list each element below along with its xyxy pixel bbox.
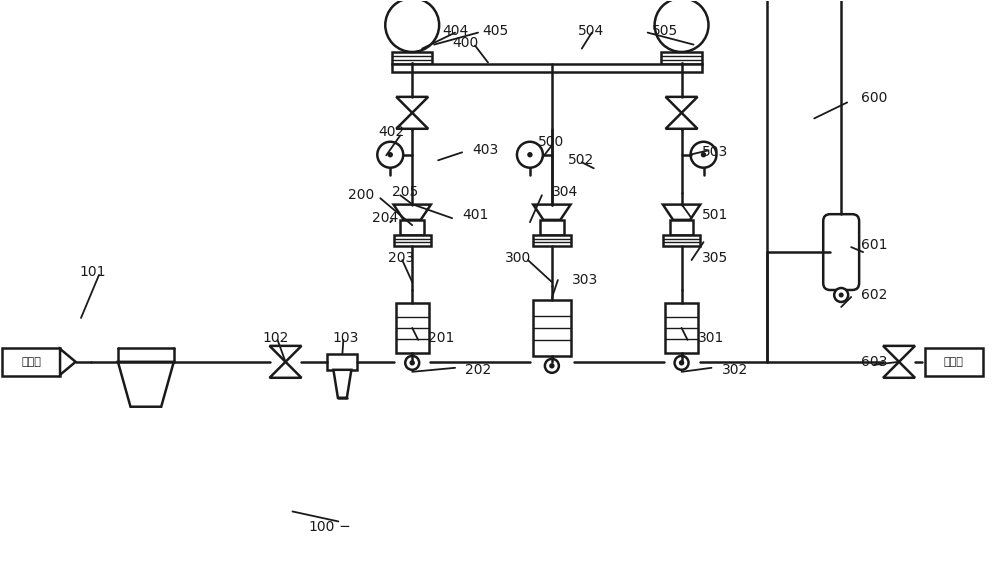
Circle shape xyxy=(839,293,843,297)
Circle shape xyxy=(691,142,716,168)
Text: 出药端: 出药端 xyxy=(944,357,964,367)
Bar xyxy=(392,52,432,64)
Polygon shape xyxy=(394,205,431,220)
Text: 100: 100 xyxy=(308,520,335,534)
Text: 300: 300 xyxy=(505,251,531,265)
Circle shape xyxy=(388,153,392,157)
Polygon shape xyxy=(663,205,700,220)
Circle shape xyxy=(680,361,684,365)
Text: 504: 504 xyxy=(578,24,604,38)
Polygon shape xyxy=(666,97,698,113)
Circle shape xyxy=(405,356,419,370)
Text: 502: 502 xyxy=(568,153,594,167)
Bar xyxy=(400,220,424,235)
Text: 601: 601 xyxy=(861,238,888,252)
Circle shape xyxy=(410,361,414,365)
FancyBboxPatch shape xyxy=(823,214,859,290)
Bar xyxy=(925,348,983,376)
Text: 503: 503 xyxy=(702,146,728,160)
Text: 403: 403 xyxy=(472,143,498,157)
Bar xyxy=(396,303,429,353)
Bar xyxy=(2,348,60,376)
Circle shape xyxy=(377,142,403,168)
Text: 405: 405 xyxy=(482,24,508,38)
Text: 301: 301 xyxy=(698,331,724,345)
Bar xyxy=(533,235,571,246)
Text: 303: 303 xyxy=(572,273,598,287)
Text: 304: 304 xyxy=(552,185,578,200)
Text: 602: 602 xyxy=(861,288,888,302)
Circle shape xyxy=(517,142,543,168)
Polygon shape xyxy=(883,346,915,362)
Text: 305: 305 xyxy=(702,251,728,265)
Text: 102: 102 xyxy=(263,331,289,345)
Text: 103: 103 xyxy=(332,331,359,345)
Polygon shape xyxy=(396,113,428,129)
Text: 302: 302 xyxy=(721,363,748,377)
Text: 101: 101 xyxy=(79,265,106,279)
Polygon shape xyxy=(396,97,428,113)
Text: 600: 600 xyxy=(861,92,888,106)
Bar xyxy=(392,64,702,72)
Text: 400: 400 xyxy=(452,35,478,50)
Text: 201: 201 xyxy=(428,331,455,345)
Bar xyxy=(665,303,698,353)
Circle shape xyxy=(702,153,706,157)
Bar xyxy=(533,300,571,356)
Text: 202: 202 xyxy=(465,363,491,377)
Text: ─: ─ xyxy=(332,520,350,534)
Circle shape xyxy=(385,0,439,52)
Text: 入药端: 入药端 xyxy=(21,357,41,367)
Polygon shape xyxy=(333,370,351,398)
Text: 205: 205 xyxy=(392,185,419,200)
Text: 500: 500 xyxy=(538,135,564,150)
Circle shape xyxy=(655,0,708,52)
Polygon shape xyxy=(270,346,301,362)
Text: 204: 204 xyxy=(372,211,399,225)
Polygon shape xyxy=(533,205,571,220)
Text: 402: 402 xyxy=(378,125,405,139)
Text: 505: 505 xyxy=(652,24,678,38)
Bar xyxy=(394,235,431,246)
Circle shape xyxy=(550,364,554,368)
Text: 401: 401 xyxy=(462,208,488,222)
Polygon shape xyxy=(883,362,915,378)
Circle shape xyxy=(675,356,689,370)
Bar xyxy=(327,354,357,370)
Bar xyxy=(540,220,564,235)
Text: 203: 203 xyxy=(388,251,415,265)
Text: 603: 603 xyxy=(861,355,888,369)
Text: 404: 404 xyxy=(442,24,468,38)
Bar xyxy=(670,220,693,235)
Circle shape xyxy=(545,359,559,373)
Bar xyxy=(663,235,700,246)
Circle shape xyxy=(528,153,532,157)
Bar xyxy=(661,52,702,64)
Circle shape xyxy=(834,288,848,302)
Polygon shape xyxy=(270,362,301,378)
Text: 501: 501 xyxy=(702,208,728,222)
Text: 200: 200 xyxy=(348,188,375,202)
Polygon shape xyxy=(60,349,76,375)
Polygon shape xyxy=(118,362,174,407)
Polygon shape xyxy=(666,113,698,129)
